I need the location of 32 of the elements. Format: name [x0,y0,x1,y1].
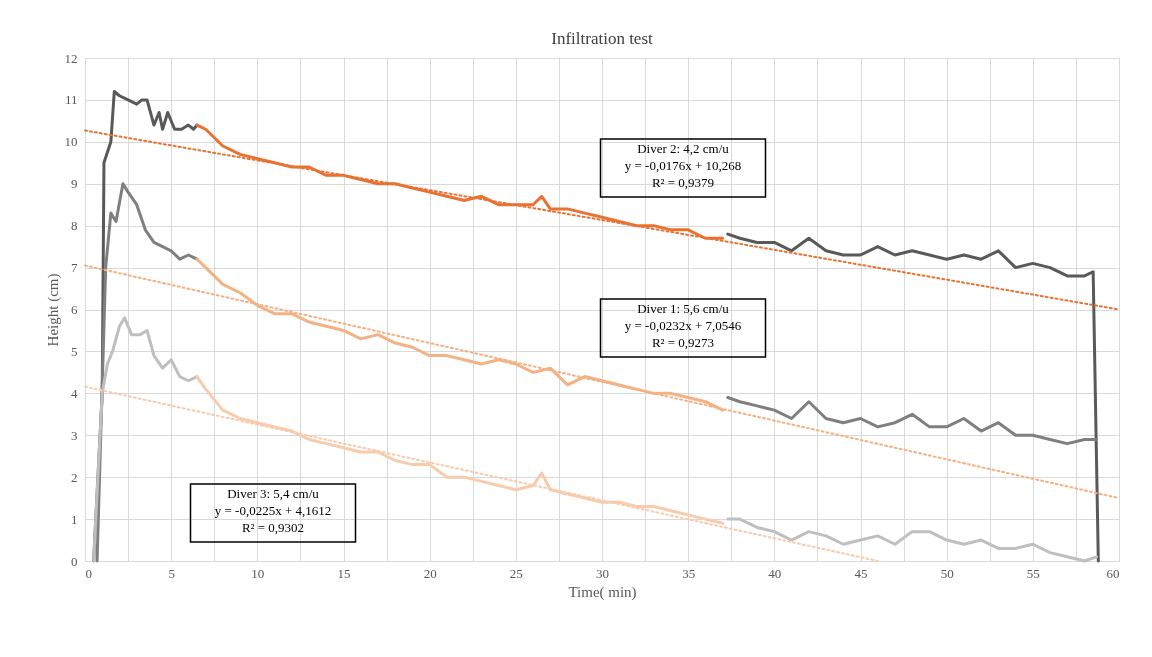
annotation: Diver 3: 5,4 cm/u y = -0,0225x + 4,1612 R² = 0,9302 [214,486,332,535]
y-tick-label: 5 [71,343,78,359]
y-tick-label: 7 [71,260,78,276]
x-tick-label: 5 [168,565,175,581]
x-tick-label: 0 [85,565,92,581]
x-tick-label: 60 [1106,565,1120,581]
x-tick-label: 10 [251,565,265,581]
y-tick-label: 3 [71,427,78,443]
x-tick-label: 15 [337,565,351,581]
y-tick-label: 10 [64,134,78,150]
x-tick-label: 30 [596,565,609,581]
x-tick-label: 35 [682,565,696,581]
y-tick-label: 1 [71,511,78,527]
y-tick-label: 12 [64,50,78,66]
y-tick-label: 8 [71,218,78,234]
x-tick-label: 55 [1026,565,1040,581]
annotation: Diver 2: 4,2 cm/u y = -0,0176x + 10,268 R² = 0,9379 [624,141,742,190]
y-tick-label: 9 [71,176,78,192]
annotation: Diver 1: 5,6 cm/u y = -0,0232x + 7,0546 R² = 0,9273 [624,301,742,350]
x-tick-label: 40 [768,565,782,581]
y-tick-label: 6 [71,302,78,317]
x-tick-label: 25 [509,565,523,581]
x-tick-label: 45 [854,565,868,581]
y-tick-label: 0 [71,553,78,569]
x-tick-label: 50 [940,565,954,581]
y-tick-label: 2 [71,469,78,485]
chart-title: Infiltration test [551,29,654,48]
x-tick-label: 20 [423,565,437,581]
y-tick-label: 4 [71,385,78,401]
y-tick-label: 11 [64,92,78,108]
x-axis-title: Time( min) [568,583,637,601]
y-axis-title: Height (cm) [44,273,62,347]
